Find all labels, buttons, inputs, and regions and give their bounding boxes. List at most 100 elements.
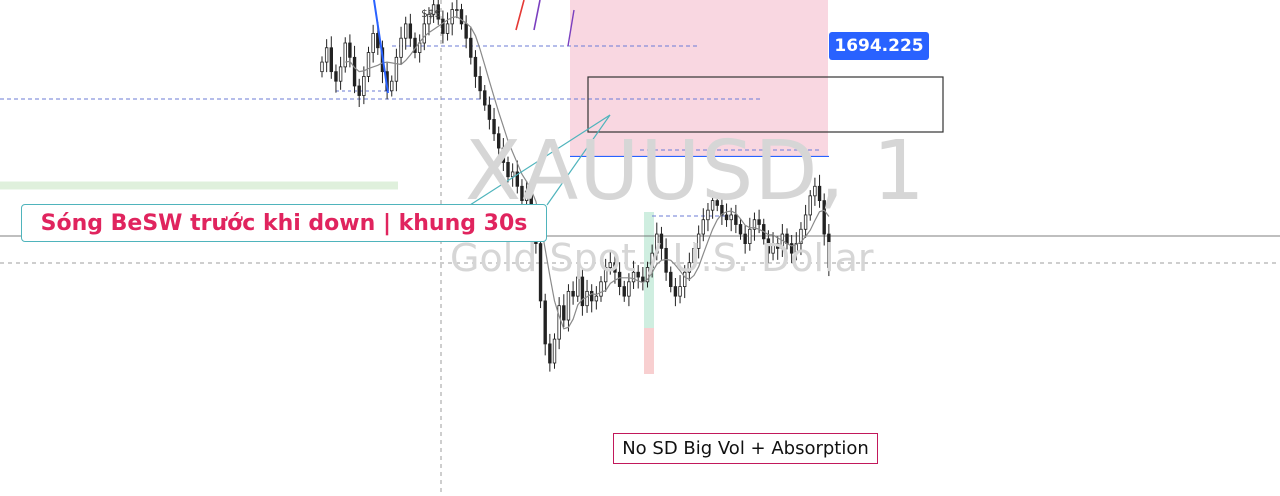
candle xyxy=(771,232,775,261)
candle xyxy=(450,2,454,36)
candle-bear-body xyxy=(827,233,831,268)
candle-bear-body xyxy=(659,233,664,249)
candle-bull-body xyxy=(701,219,705,235)
candle-bull-body xyxy=(390,80,394,92)
candle-bear-body xyxy=(617,271,622,287)
candle-bull-body xyxy=(552,338,557,364)
candle xyxy=(613,255,617,284)
candle xyxy=(706,203,710,232)
candle-bull-body xyxy=(696,233,701,249)
candle xyxy=(715,194,719,212)
candle xyxy=(817,174,822,208)
candle xyxy=(371,24,375,63)
candle xyxy=(827,224,831,277)
candle xyxy=(552,333,557,369)
candle-bear-body xyxy=(501,147,506,163)
candle xyxy=(483,85,487,111)
candle xyxy=(720,196,724,225)
candle xyxy=(687,252,692,281)
candle xyxy=(799,222,803,256)
candle xyxy=(413,32,417,59)
candle xyxy=(417,34,422,63)
candle-bear-body xyxy=(724,214,729,221)
candle-bear-body xyxy=(492,119,496,135)
candle xyxy=(557,297,561,350)
candle-bull-body xyxy=(510,171,515,178)
candle-bear-body xyxy=(776,243,780,249)
candle xyxy=(366,46,371,83)
candle-bear-body xyxy=(538,243,543,302)
price-label[interactable]: 1694.225 xyxy=(829,32,929,60)
candle-bear-body xyxy=(483,90,487,106)
candle-bear-body xyxy=(817,185,822,202)
candle xyxy=(785,228,789,250)
candle xyxy=(334,64,338,93)
candle xyxy=(394,48,399,92)
candle xyxy=(641,267,645,291)
candle xyxy=(594,286,599,310)
candle-bear-body xyxy=(478,76,482,92)
candle-bear-body xyxy=(548,343,552,364)
purple-wave-line-2 xyxy=(567,9,575,47)
candle-bull-body xyxy=(683,271,687,287)
candle xyxy=(459,3,464,30)
candle xyxy=(566,284,571,332)
candle xyxy=(683,265,687,299)
candle-bull-body xyxy=(343,42,347,68)
candle-bear-body xyxy=(506,161,510,178)
candle-bull-body xyxy=(403,23,408,39)
wave-note-callout[interactable]: Sóng BeSW trước khi down | khung 30s xyxy=(21,204,547,242)
candle-bear-body xyxy=(357,85,361,96)
candle xyxy=(496,126,501,160)
candle xyxy=(408,13,413,47)
candle-bull-body xyxy=(324,47,329,63)
candle-bear-body xyxy=(334,71,338,82)
candle xyxy=(696,225,701,259)
candle-bull-body xyxy=(394,56,399,82)
candle xyxy=(510,163,515,187)
candle-bear-body xyxy=(785,233,789,244)
candle xyxy=(464,15,468,49)
candle-bear-body xyxy=(613,262,617,273)
candle-bear-body xyxy=(664,247,668,273)
candle-bear-body xyxy=(580,276,585,307)
candle xyxy=(469,26,473,65)
candle-bull-body xyxy=(362,76,366,96)
candle xyxy=(776,236,780,260)
candle xyxy=(403,16,408,50)
candle-bull-body xyxy=(803,214,808,230)
candle-bull-body xyxy=(808,195,812,216)
candle xyxy=(622,280,626,302)
candle-bull-body xyxy=(585,290,589,307)
candle-bear-body xyxy=(464,23,468,39)
candle xyxy=(580,268,585,316)
candle-bull-body xyxy=(645,267,650,283)
candle-bear-body xyxy=(408,23,413,39)
candle xyxy=(738,218,743,240)
candle xyxy=(562,294,566,328)
candle-bear-body xyxy=(487,104,492,120)
candle xyxy=(752,212,757,241)
candle-bull-body xyxy=(650,252,654,268)
candle-bear-body xyxy=(562,305,566,321)
candle xyxy=(822,193,826,246)
candle-bear-body xyxy=(348,42,352,58)
candle xyxy=(455,0,459,19)
candle xyxy=(673,277,678,307)
candle-bear-body xyxy=(715,200,719,206)
candle xyxy=(441,10,445,44)
volume-note-callout[interactable]: No SD Big Vol + Absorption xyxy=(613,433,878,464)
candle xyxy=(431,0,436,23)
candle-bull-body xyxy=(338,66,343,82)
candle xyxy=(338,56,343,90)
candle xyxy=(506,156,510,183)
candle-bull-body xyxy=(566,290,571,321)
candle xyxy=(724,203,729,227)
purple-wave-line xyxy=(533,0,541,31)
candle xyxy=(617,262,622,296)
candle-bull-body xyxy=(748,228,752,244)
candle-bear-body xyxy=(329,47,333,73)
candle-bear-body xyxy=(766,238,771,254)
